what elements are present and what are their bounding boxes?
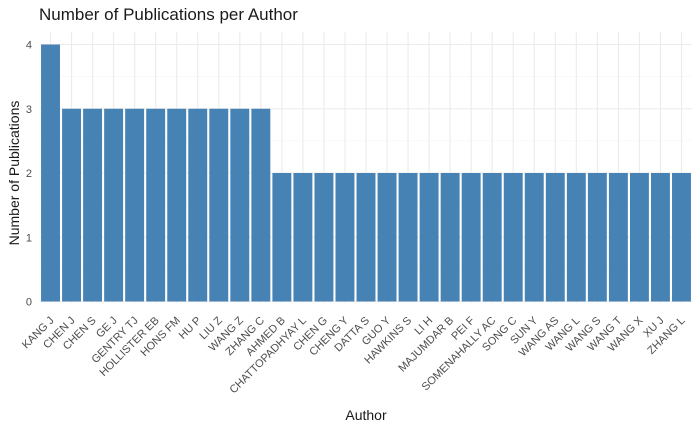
bar <box>629 173 649 302</box>
bar <box>608 173 628 302</box>
y-axis-ticks: 0 1 2 3 4 <box>26 40 32 309</box>
bar <box>440 173 460 302</box>
bar <box>503 173 523 302</box>
bar <box>545 173 565 302</box>
bar <box>356 173 376 302</box>
bar <box>377 173 397 302</box>
y-tick-label: 2 <box>26 168 32 180</box>
bar <box>587 173 607 302</box>
x-axis-title: Author <box>345 407 387 423</box>
bar <box>230 108 250 302</box>
bar <box>335 173 355 302</box>
bar <box>104 108 124 302</box>
bar <box>83 108 103 302</box>
y-tick-label: 1 <box>26 232 32 244</box>
bar <box>146 108 166 302</box>
bar <box>461 173 481 302</box>
bar <box>251 108 271 302</box>
bar <box>62 108 82 302</box>
bar <box>482 173 502 302</box>
bar <box>650 173 670 302</box>
bar <box>188 108 208 302</box>
bar <box>209 108 229 302</box>
y-tick-label: 3 <box>26 104 32 116</box>
bar <box>672 173 691 302</box>
bar <box>125 108 145 302</box>
bar <box>167 108 187 302</box>
bar <box>314 173 334 302</box>
bar <box>272 173 292 302</box>
bar <box>41 44 60 302</box>
bar <box>293 173 313 302</box>
chart-title: Number of Publications per Author <box>39 5 298 24</box>
y-tick-label: 0 <box>26 297 32 309</box>
x-tick-label: HU P <box>177 315 204 342</box>
y-axis-title: Number of Publications <box>6 101 22 246</box>
bar <box>419 173 439 302</box>
y-tick-label: 4 <box>26 40 32 52</box>
bar <box>566 173 586 302</box>
bars <box>41 44 691 302</box>
bar <box>524 173 544 302</box>
bar <box>398 173 418 302</box>
